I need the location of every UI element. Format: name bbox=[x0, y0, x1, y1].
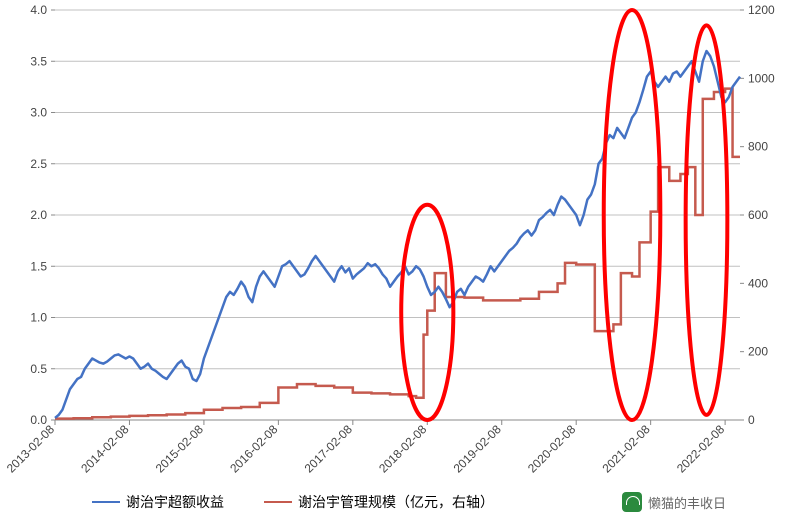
svg-text:1200: 1200 bbox=[748, 3, 775, 17]
svg-text:4.0: 4.0 bbox=[30, 3, 47, 17]
legend-item-line1: 谢治宇超额收益 bbox=[92, 492, 224, 512]
svg-text:3.5: 3.5 bbox=[30, 54, 47, 68]
wechat-icon bbox=[622, 492, 642, 512]
svg-text:1000: 1000 bbox=[748, 71, 775, 85]
svg-text:600: 600 bbox=[748, 208, 768, 222]
svg-text:400: 400 bbox=[748, 276, 768, 290]
svg-text:3.0: 3.0 bbox=[30, 106, 47, 120]
chart-container: 0.00.51.01.52.02.53.03.54.00200400600800… bbox=[0, 0, 786, 520]
watermark-text: 懒猫的丰收日 bbox=[648, 493, 726, 512]
svg-text:1.0: 1.0 bbox=[30, 311, 47, 325]
svg-text:0: 0 bbox=[748, 413, 755, 427]
watermark: 懒猫的丰收日 bbox=[622, 492, 726, 512]
legend-item-line2: 谢治宇管理规模（亿元，右轴） bbox=[264, 492, 494, 512]
svg-text:1.5: 1.5 bbox=[30, 259, 47, 273]
chart-svg: 0.00.51.01.52.02.53.03.54.00200400600800… bbox=[0, 0, 786, 520]
legend-swatch-1 bbox=[92, 501, 120, 504]
svg-text:800: 800 bbox=[748, 140, 768, 154]
svg-text:200: 200 bbox=[748, 345, 768, 359]
legend-label-1: 谢治宇超额收益 bbox=[126, 492, 224, 512]
legend-swatch-2 bbox=[264, 501, 292, 504]
legend: 谢治宇超额收益 谢治宇管理规模（亿元，右轴） bbox=[0, 492, 586, 512]
svg-text:0.5: 0.5 bbox=[30, 362, 47, 376]
svg-text:2.0: 2.0 bbox=[30, 208, 47, 222]
legend-label-2: 谢治宇管理规模（亿元，右轴） bbox=[298, 492, 494, 512]
svg-text:2.5: 2.5 bbox=[30, 157, 47, 171]
